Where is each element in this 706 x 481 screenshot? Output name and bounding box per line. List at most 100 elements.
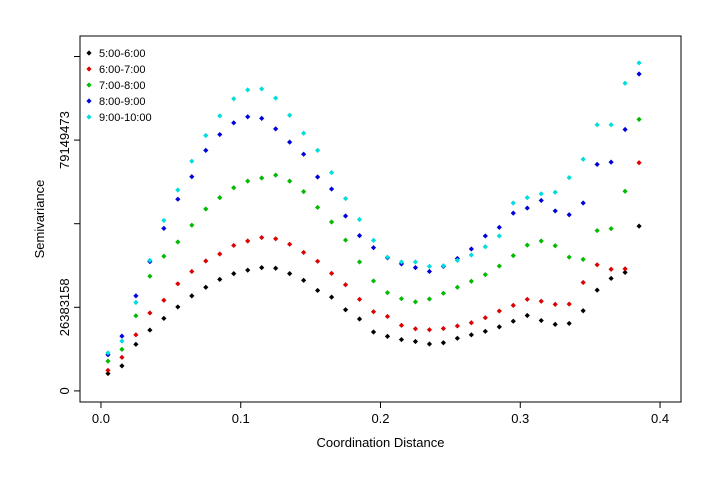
data-point <box>566 301 572 307</box>
data-point <box>231 120 237 126</box>
data-point <box>328 294 335 300</box>
data-point <box>259 175 265 181</box>
data-point <box>245 238 251 244</box>
data-point <box>133 332 139 338</box>
data-point <box>189 222 195 228</box>
data-point <box>552 208 558 214</box>
data-point <box>287 271 293 277</box>
data-point <box>161 225 167 231</box>
data-point <box>384 313 391 320</box>
data-point <box>636 160 642 166</box>
data-point <box>231 185 237 191</box>
data-point <box>217 131 223 138</box>
data-point <box>636 116 642 122</box>
data-point <box>440 325 446 332</box>
data-point <box>538 191 544 197</box>
plot-frame <box>79 35 682 403</box>
data-point <box>440 290 446 296</box>
data-point <box>328 186 335 192</box>
data-points <box>105 60 642 377</box>
data-point <box>175 239 181 245</box>
data-point <box>538 317 544 324</box>
data-point <box>580 279 586 286</box>
data-point <box>426 268 433 275</box>
data-point <box>454 284 460 290</box>
data-point <box>398 259 405 265</box>
x-tick-label: 0.1 <box>232 411 250 426</box>
legend-label: 5:00-6:00 <box>99 48 145 60</box>
data-point <box>412 338 419 345</box>
data-point <box>245 178 251 184</box>
data-point <box>398 296 405 302</box>
data-point <box>552 189 558 195</box>
data-point <box>482 328 488 334</box>
data-point <box>287 112 293 118</box>
data-point <box>482 244 488 250</box>
data-point <box>287 241 293 247</box>
data-point <box>105 367 111 373</box>
data-point <box>105 358 111 364</box>
data-point <box>538 197 544 204</box>
data-point <box>175 196 181 202</box>
data-point <box>370 245 377 251</box>
data-point <box>412 259 419 265</box>
data-point <box>231 271 237 277</box>
legend-marker <box>86 82 92 88</box>
data-point <box>259 86 265 92</box>
data-point <box>301 277 307 283</box>
data-point <box>119 338 125 344</box>
data-point <box>315 174 321 180</box>
data-point <box>315 258 321 264</box>
data-point <box>356 259 363 265</box>
legend-marker <box>86 114 92 120</box>
data-point <box>468 332 474 338</box>
data-point <box>398 336 405 343</box>
data-point <box>608 122 614 128</box>
data-point <box>622 80 628 86</box>
data-point <box>315 204 321 211</box>
legend-label: 6:00-7:00 <box>99 64 145 76</box>
data-point <box>203 206 209 212</box>
data-point <box>552 301 558 307</box>
data-point <box>608 226 614 232</box>
data-point <box>287 178 293 184</box>
legend: 5:00-6:00 6:00-7:00 7:00-8:00 8:00-9:00 9:00… <box>86 48 152 124</box>
data-point <box>217 113 223 119</box>
data-point <box>552 243 558 249</box>
data-point <box>608 275 614 282</box>
data-point <box>608 159 614 165</box>
data-point <box>342 237 349 243</box>
data-point <box>273 126 279 132</box>
data-point <box>175 187 181 193</box>
data-point <box>356 316 363 322</box>
data-point <box>454 257 460 263</box>
data-point <box>370 309 377 315</box>
legend-marker <box>86 98 92 104</box>
data-point <box>468 246 474 252</box>
data-point <box>454 323 460 329</box>
data-point <box>524 205 530 211</box>
data-point <box>454 335 460 341</box>
data-point <box>245 114 251 120</box>
data-point <box>622 266 628 272</box>
data-point <box>301 130 307 136</box>
data-point <box>217 251 223 257</box>
data-point <box>133 341 139 347</box>
data-point <box>203 284 209 290</box>
data-point <box>133 313 139 319</box>
data-point <box>105 350 111 356</box>
data-point <box>594 161 600 167</box>
y-axis: 0 26383158 79149473 <box>57 55 80 395</box>
data-point <box>356 296 363 302</box>
data-point <box>412 326 419 332</box>
y-axis-label: Semivariance <box>32 180 47 259</box>
data-point <box>245 87 251 93</box>
data-point <box>412 265 419 271</box>
data-point <box>370 237 377 243</box>
data-point <box>384 290 391 296</box>
data-point <box>636 60 642 66</box>
data-point <box>524 312 530 319</box>
data-point <box>356 216 363 223</box>
data-point <box>119 354 125 360</box>
data-point <box>496 233 502 239</box>
